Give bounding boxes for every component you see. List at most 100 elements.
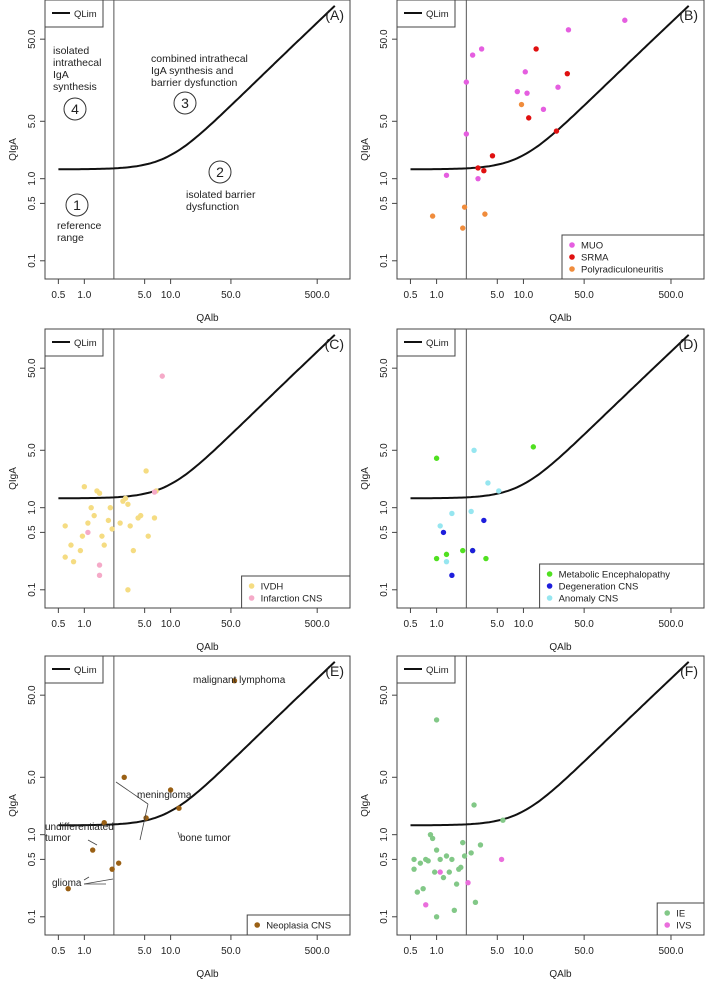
data-point <box>460 547 466 554</box>
data-point <box>500 817 506 823</box>
x-tick-label: 500.0 <box>305 946 330 957</box>
series-legend-box <box>246 914 351 936</box>
region-circle-3 <box>173 91 197 115</box>
data-point <box>468 850 474 856</box>
x-tick-label: 1.0 <box>77 619 91 630</box>
series-legend-box <box>539 563 705 609</box>
y-tick-label: 0.5 <box>27 852 38 866</box>
data-point <box>433 717 440 723</box>
qlim-curve <box>410 334 690 500</box>
data-point <box>105 517 112 524</box>
data-point <box>469 52 476 58</box>
data-point <box>411 866 417 872</box>
y-tick-label: 1.0 <box>379 500 390 514</box>
legend-entry: IVDH <box>261 582 284 593</box>
plot-frame <box>44 0 351 280</box>
data-point <box>431 869 438 875</box>
y-axis-label: QIgA <box>360 467 371 490</box>
annotation-label: malignant lymphoma <box>193 675 286 686</box>
x-tick-label: 1.0 <box>430 946 444 957</box>
y-axis-label: QIgA <box>360 794 371 817</box>
y-tick-label: 50.0 <box>379 29 390 49</box>
legend-marker <box>569 254 575 260</box>
data-point <box>433 455 440 461</box>
qlim-curve <box>410 5 690 171</box>
data-point <box>68 542 74 548</box>
data-point <box>483 555 489 562</box>
y-tick-label: 5.0 <box>27 770 38 784</box>
data-point <box>443 558 450 565</box>
y-tick-label: 0.1 <box>27 909 38 923</box>
panel-label: (B) <box>679 7 698 23</box>
x-tick-label: 500.0 <box>305 290 330 301</box>
data-point <box>91 512 97 519</box>
y-tick-label: 1.0 <box>379 827 390 841</box>
x-tick-label: 10.0 <box>514 619 534 630</box>
legend-entry: Infarction CNS <box>261 594 323 605</box>
data-point <box>475 165 481 171</box>
data-point <box>137 512 144 519</box>
data-point <box>526 115 532 121</box>
y-tick-label: 1.0 <box>27 827 38 841</box>
data-point <box>81 484 88 490</box>
data-point <box>62 554 68 560</box>
data-point <box>96 490 103 496</box>
x-tick-label: 500.0 <box>658 290 683 301</box>
data-point <box>176 805 182 811</box>
region-text: IgA synthesis and <box>151 65 233 77</box>
data-point <box>472 899 479 906</box>
data-point <box>522 69 528 75</box>
region-circle-1 <box>65 193 89 217</box>
region-text: barrier dysfunction <box>151 77 238 89</box>
data-point <box>469 547 476 554</box>
data-point <box>443 853 450 859</box>
region-text: range <box>57 232 84 244</box>
x-tick-label: 0.5 <box>51 619 65 630</box>
region-text: intrathecal <box>53 57 101 69</box>
data-point <box>125 501 131 507</box>
data-point <box>99 533 105 539</box>
x-tick-label: 1.0 <box>430 290 444 301</box>
annotation-label: undifferentiated <box>45 822 114 833</box>
legend-marker <box>546 571 553 577</box>
x-tick-label: 50.0 <box>574 619 594 630</box>
qlim-legend-label: QLim <box>74 665 97 676</box>
data-point <box>461 204 468 210</box>
x-tick-label: 10.0 <box>161 619 181 630</box>
y-tick-label: 1.0 <box>27 500 38 514</box>
data-point <box>433 914 440 920</box>
data-point <box>514 88 521 95</box>
x-tick-label: 5.0 <box>490 290 504 301</box>
x-tick-label: 5.0 <box>138 946 152 957</box>
data-point <box>440 874 447 881</box>
y-axis-label: QIgA <box>8 794 19 817</box>
data-point <box>96 562 103 568</box>
data-point <box>496 488 502 494</box>
data-point <box>159 373 165 379</box>
data-point <box>555 84 561 90</box>
annotation-leader <box>83 878 114 885</box>
legend-entry: IE <box>676 909 685 920</box>
data-point <box>553 128 560 134</box>
data-point <box>460 839 466 846</box>
x-tick-label: 1.0 <box>77 290 91 301</box>
data-point <box>130 547 137 554</box>
annotation-leader <box>139 803 149 841</box>
y-axis-label: QIgA <box>8 138 19 161</box>
data-point <box>451 907 458 913</box>
y-tick-label: 0.5 <box>379 196 390 210</box>
legend-entry: IVS <box>676 921 691 932</box>
legend-marker <box>254 922 260 928</box>
x-tick-label: 1.0 <box>77 946 91 957</box>
annotation-leader <box>87 839 98 846</box>
x-axis-label: QAlb <box>196 969 219 980</box>
data-point <box>481 168 487 174</box>
data-point <box>125 587 131 593</box>
x-tick-label: 50.0 <box>221 619 241 630</box>
qlim-curve <box>58 5 336 171</box>
chart-panel-b: 0.5 1.0 5.0 10.0 50.0 500.0 0.1 0.5 1.0 5.0 50.0 QA… <box>360 0 705 324</box>
legend-entry: MUO <box>581 241 603 252</box>
legend-entry: Anomaly CNS <box>559 594 619 605</box>
data-point <box>478 46 485 52</box>
x-tick-label: 10.0 <box>514 946 534 957</box>
